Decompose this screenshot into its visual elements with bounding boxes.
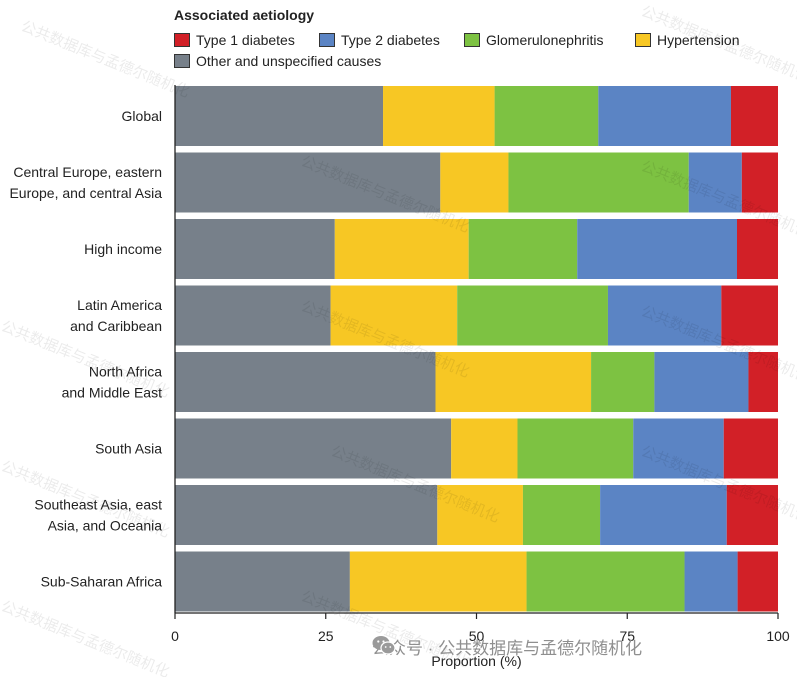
bar-hypertension-latin-america-and-caribbean	[330, 285, 458, 346]
bar-other-and-unspecified-causes-global	[175, 86, 384, 146]
legend-swatch-glomerulonephritis	[464, 33, 480, 47]
category-label-line: Asia, and Oceania	[48, 518, 163, 534]
bar-glomerulonephritis-southeast-asia-east-asia-and-oceania	[522, 485, 601, 545]
x-tick-label-0: 0	[171, 628, 179, 644]
category-label-north-africa-and-middle-east: North Africa and Middle East	[62, 364, 163, 401]
category-label-latin-america-and-caribbean: Latin America and Caribbean	[70, 297, 162, 334]
category-label-line: and Caribbean	[70, 318, 162, 334]
legend-item-glomerulonephritis: Glomerulonephritis	[464, 32, 604, 48]
bar-hypertension-global	[383, 86, 495, 146]
bar-type-2-diabetes-south-asia	[633, 418, 724, 479]
bar-hypertension-north-africa-and-middle-east	[435, 352, 592, 412]
bar-other-and-unspecified-causes-north-africa-and-middle-east	[175, 352, 436, 412]
bar-type-1-diabetes-high-income	[736, 219, 778, 279]
legend-item-hypertension: Hypertension	[635, 32, 740, 48]
legend-item-type2-diabetes: Type 2 diabetes	[319, 32, 440, 48]
bar-hypertension-central-europe-eastern-europe-and-central-asia	[440, 152, 509, 213]
legend-item-other-causes: Other and unspecified causes	[174, 53, 381, 69]
category-label-line: Europe, and central Asia	[9, 185, 162, 201]
watermark-repeat-0: 公共数据库与孟德尔随机化	[19, 17, 193, 101]
bar-type-2-diabetes-north-africa-and-middle-east	[654, 352, 749, 412]
legend-label-type1-diabetes: Type 1 diabetes	[196, 32, 295, 48]
bar-other-and-unspecified-causes-south-asia	[175, 418, 452, 479]
watermark-repeat-1: 公共数据库与孟德尔随机化	[639, 2, 797, 86]
watermark-text: 公众号 · 公共数据库与孟德尔随机化	[372, 639, 643, 658]
legend-label-hypertension: Hypertension	[657, 32, 740, 48]
bar-hypertension-high-income	[334, 219, 469, 279]
bar-other-and-unspecified-causes-central-europe-eastern-europe-and-central-asia	[175, 152, 441, 213]
x-tick-label-25: 25	[318, 628, 334, 644]
bar-type-1-diabetes-southeast-asia-east-asia-and-oceania	[726, 485, 778, 545]
bar-type-1-diabetes-south-asia	[723, 418, 778, 479]
legend-swatch-hypertension	[635, 33, 651, 47]
bar-type-2-diabetes-global	[598, 86, 731, 146]
bar-other-and-unspecified-causes-high-income	[175, 219, 335, 279]
legend-title: Associated aetiology	[174, 7, 315, 23]
bar-other-and-unspecified-causes-latin-america-and-caribbean	[175, 285, 331, 346]
bar-type-2-diabetes-latin-america-and-caribbean	[607, 285, 722, 346]
bar-glomerulonephritis-latin-america-and-caribbean	[457, 285, 608, 346]
category-label-line: Latin America	[77, 297, 162, 313]
bar-type-1-diabetes-north-africa-and-middle-east	[748, 352, 778, 412]
category-label-line: High income	[84, 241, 162, 257]
bar-other-and-unspecified-causes-southeast-asia-east-asia-and-oceania	[175, 485, 438, 545]
category-label-high-income: High income	[84, 241, 162, 257]
watermark: 公众号 · 公共数据库与孟德尔随机化	[372, 634, 642, 659]
category-label-line: North Africa	[89, 364, 162, 380]
bar-glomerulonephritis-global	[494, 86, 599, 146]
x-axis-label: Proportion (%)	[431, 653, 521, 669]
bar-hypertension-southeast-asia-east-asia-and-oceania	[437, 485, 523, 545]
category-label-line: Sub-Saharan Africa	[41, 574, 163, 590]
bar-type-2-diabetes-high-income	[577, 219, 737, 279]
category-label-line: and Middle East	[62, 385, 163, 401]
bar-type-2-diabetes-sub-saharan-africa	[684, 551, 738, 612]
category-label-global: Global	[122, 108, 162, 124]
bar-glomerulonephritis-south-asia	[517, 418, 634, 479]
category-label-sub-saharan-africa: Sub-Saharan Africa	[41, 574, 163, 590]
legend-swatch-other-causes	[174, 54, 190, 68]
bar-hypertension-sub-saharan-africa	[349, 551, 527, 612]
x-tick-label-50: 50	[469, 628, 485, 644]
x-tick-label-100: 100	[766, 628, 790, 644]
wechat-icon	[372, 636, 396, 655]
bar-other-and-unspecified-causes-sub-saharan-africa	[175, 551, 350, 612]
bar-glomerulonephritis-high-income	[468, 219, 578, 279]
legend-label-other-causes: Other and unspecified causes	[196, 53, 382, 69]
bar-glomerulonephritis-north-africa-and-middle-east	[591, 352, 655, 412]
bar-hypertension-south-asia	[451, 418, 518, 479]
category-label-line: South Asia	[95, 441, 162, 457]
watermark-repeat-10: 公共数据库与孟德尔随机化	[0, 597, 172, 677]
legend-item-type1-diabetes: Type 1 diabetes	[174, 32, 295, 48]
bar-type-1-diabetes-global	[730, 86, 778, 146]
category-label-line: Central Europe, eastern	[13, 164, 162, 180]
bar-type-1-diabetes-central-europe-eastern-europe-and-central-asia	[741, 152, 778, 213]
legend-label-glomerulonephritis: Glomerulonephritis	[486, 32, 604, 48]
legend-swatch-type1-diabetes	[174, 33, 190, 47]
bar-type-2-diabetes-southeast-asia-east-asia-and-oceania	[600, 485, 727, 545]
category-label-southeast-asia-east-asia-and-oceania: Southeast Asia, east Asia, and Oceania	[34, 497, 162, 534]
bar-glomerulonephritis-sub-saharan-africa	[526, 551, 685, 612]
legend-label-type2-diabetes: Type 2 diabetes	[341, 32, 440, 48]
category-label-line: Global	[122, 108, 162, 124]
category-label-line: Southeast Asia, east	[34, 497, 162, 513]
category-label-central-europe-eastern-europe-and-central-asia: Central Europe, eastern Europe, and centr…	[9, 164, 162, 201]
bar-type-1-diabetes-latin-america-and-caribbean	[721, 285, 778, 346]
bar-type-2-diabetes-central-europe-eastern-europe-and-central-asia	[688, 152, 742, 213]
x-tick-label-75: 75	[619, 628, 635, 644]
bar-type-1-diabetes-sub-saharan-africa	[737, 551, 778, 612]
legend-swatch-type2-diabetes	[319, 33, 335, 47]
bar-glomerulonephritis-central-europe-eastern-europe-and-central-asia	[508, 152, 689, 213]
category-label-south-asia: South Asia	[95, 441, 162, 457]
